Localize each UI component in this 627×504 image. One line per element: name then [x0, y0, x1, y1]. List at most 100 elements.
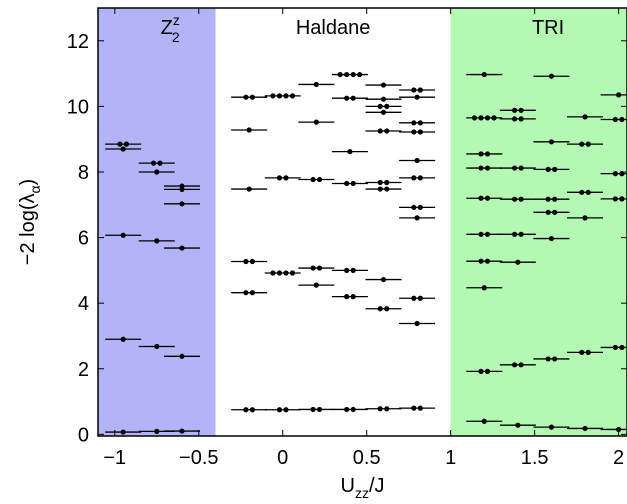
- level-point: [380, 96, 387, 102]
- level-point: [471, 115, 478, 121]
- level-8-8: [399, 295, 436, 301]
- level-12-0: [567, 114, 604, 120]
- level-1-0: [138, 160, 175, 166]
- level-point: [478, 195, 484, 201]
- level-point: [384, 179, 390, 186]
- level-point: [619, 344, 625, 351]
- level-10-7: [499, 422, 536, 428]
- level-point: [484, 231, 491, 237]
- level-point: [417, 87, 423, 93]
- level-5-0: [298, 81, 335, 88]
- plot-frame: [97, 7, 627, 437]
- phase-region-label-1: Haldane: [296, 17, 371, 39]
- y-tick-label: 4: [78, 293, 89, 315]
- level-point: [276, 407, 283, 413]
- level-point: [511, 196, 518, 202]
- level-5-5: [298, 406, 335, 413]
- x-axis-label-main: U: [340, 475, 354, 497]
- level-point: [414, 320, 420, 327]
- level-point: [350, 267, 356, 273]
- level-point: [276, 175, 283, 181]
- level-point: [582, 114, 588, 120]
- level-9-1: [466, 115, 503, 121]
- level-point: [515, 422, 521, 428]
- level-point: [283, 407, 289, 413]
- y-axis-label-main: −2 log(λ: [17, 194, 39, 266]
- level-point: [491, 115, 497, 121]
- level-point: [179, 186, 185, 192]
- level-point: [417, 129, 423, 135]
- level-point: [411, 295, 417, 301]
- level-point: [384, 306, 390, 312]
- level-point: [582, 215, 588, 221]
- phase-regions: [98, 8, 627, 436]
- level-point: [518, 231, 524, 237]
- level-8-6: [399, 204, 436, 211]
- level-point: [417, 295, 423, 301]
- level-3-1: [231, 127, 268, 133]
- level-3-4: [231, 290, 268, 296]
- level-9-9: [466, 418, 503, 424]
- level-point: [249, 258, 255, 265]
- level-11-7: [533, 424, 570, 430]
- level-point: [612, 344, 618, 351]
- level-point: [417, 120, 423, 126]
- level-point: [585, 189, 591, 195]
- level-point: [552, 209, 558, 215]
- level-0-3: [105, 336, 142, 342]
- level-point: [619, 116, 625, 123]
- level-0-1: [105, 146, 142, 152]
- phase-region-label-main-2: TRI: [532, 17, 564, 39]
- level-4-0: [264, 93, 301, 99]
- level-point: [150, 160, 157, 166]
- level-point: [377, 179, 383, 186]
- level-7-6: [365, 186, 402, 192]
- level-point: [619, 196, 625, 202]
- level-point: [316, 176, 323, 183]
- level-5-1: [298, 119, 335, 125]
- level-point: [243, 290, 249, 296]
- level-point: [511, 165, 518, 171]
- level-point: [552, 356, 558, 362]
- phase-region-label-0: Zz 2: [161, 12, 180, 45]
- x-axis-label-sub: zz: [355, 485, 369, 501]
- level-point: [417, 175, 423, 181]
- x-tick-label: 2: [613, 447, 624, 469]
- level-3-5: [231, 407, 268, 413]
- level-point: [154, 238, 160, 244]
- level-8-0: [399, 87, 436, 93]
- level-2-5: [163, 428, 200, 434]
- level-point: [548, 73, 555, 79]
- level-point: [411, 87, 417, 93]
- y-tick-label: 6: [78, 228, 89, 250]
- level-12-3: [567, 215, 604, 221]
- y-axis-label-suffix: ): [17, 179, 39, 186]
- level-4-1: [264, 175, 301, 181]
- level-point: [414, 157, 420, 164]
- level-point: [316, 406, 323, 413]
- level-0-2: [105, 232, 142, 238]
- x-tick-label: −0.5: [179, 447, 218, 469]
- level-point: [350, 180, 356, 187]
- level-4-2: [264, 270, 301, 276]
- level-point: [518, 196, 524, 202]
- level-point: [478, 165, 484, 171]
- level-point: [313, 282, 319, 288]
- level-2-1: [163, 186, 200, 192]
- level-point: [478, 151, 484, 157]
- x-tick-label: 0: [277, 447, 288, 469]
- level-point: [243, 407, 249, 413]
- level-10-4: [499, 231, 536, 237]
- level-point: [545, 209, 551, 215]
- phase-region-label-main-1: Haldane: [296, 17, 371, 39]
- level-13-1: [600, 116, 627, 123]
- level-point: [350, 406, 356, 413]
- phase-region-2: [450, 8, 627, 436]
- level-point: [270, 270, 276, 276]
- y-axis-label-sub: α: [27, 185, 43, 193]
- level-13-3: [600, 196, 627, 202]
- level-point: [384, 186, 390, 192]
- level-point: [511, 231, 518, 237]
- phase-region-label-2: TRI: [532, 17, 564, 39]
